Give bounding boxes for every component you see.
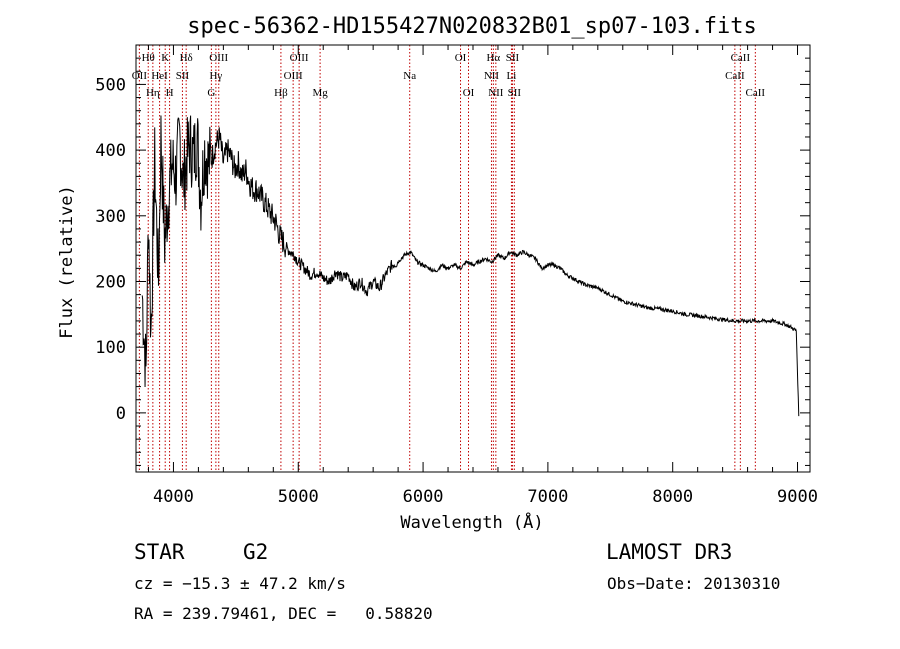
velocity-readout: cz = −15.3 ± 47.2 km/s — [134, 574, 346, 593]
coordinates-readout: RA = 239.79461, DEC = 0.58820 — [134, 604, 433, 623]
line-label: Hθ — [142, 52, 155, 64]
y-tick-label: 100 — [95, 338, 126, 358]
x-tick-label: 4000 — [153, 487, 194, 507]
x-tick-label: 8000 — [652, 487, 693, 507]
line-label: SII — [176, 70, 190, 82]
line-label: OII — [132, 70, 148, 82]
line-label: CaII — [746, 87, 766, 99]
line-label: OIII — [209, 52, 228, 64]
plot-frame — [135, 44, 811, 473]
line-label: Mg — [312, 87, 328, 99]
x-tick-label: 7000 — [527, 487, 568, 507]
line-label: OI — [463, 87, 475, 99]
line-label: Hγ — [209, 70, 222, 82]
line-label: SII — [508, 87, 522, 99]
y-tick-label: 0 — [116, 404, 126, 424]
spectrum-line — [141, 115, 800, 417]
x-tick-label: 6000 — [403, 487, 444, 507]
x-axis-label: Wavelength (Å) — [400, 511, 543, 533]
line-label: NII — [488, 87, 504, 99]
x-tick-label: 5000 — [278, 487, 319, 507]
spectral-line-labels: OIIHθHηHeIKHSIIHδGHγOIIIHβOIIIOIIIMgNaOI… — [132, 52, 766, 99]
line-label: Li — [507, 70, 517, 82]
line-label: Hα — [486, 52, 500, 64]
line-label: G — [207, 87, 215, 99]
x-axis: 4000 5000 6000 7000 8000 9000 — [147, 45, 818, 507]
y-tick-label: 200 — [95, 272, 126, 292]
line-label: OI — [455, 52, 467, 64]
line-label: CaII — [731, 52, 751, 64]
line-label: H — [166, 87, 174, 99]
line-label: Hδ — [180, 52, 193, 64]
chart-title: spec-56362-HD155427N020832B01_sp07-103.f… — [187, 14, 757, 39]
line-label: HeI — [151, 70, 168, 82]
line-label: Na — [403, 70, 416, 82]
spectral-line-markers — [138, 45, 756, 472]
line-label: Hβ — [274, 87, 288, 99]
line-label: K — [161, 52, 169, 64]
line-label: Hη — [146, 87, 160, 99]
observation-date: Obs−Date: 20130310 — [607, 574, 781, 593]
line-label: CaII — [725, 70, 745, 82]
line-label: SII — [506, 52, 520, 64]
x-tick-label: 9000 — [777, 487, 818, 507]
y-tick-label: 400 — [95, 141, 126, 161]
y-tick-label: 300 — [95, 207, 126, 227]
spectral-subclass: G2 — [243, 540, 269, 564]
survey-name: LAMOST DR3 — [606, 540, 733, 564]
y-axis-label: Flux (relative) — [57, 185, 77, 339]
y-axis: 0 100 200 300 400 500 — [95, 57, 810, 466]
line-label: OIII — [284, 70, 303, 82]
line-label: OIII — [290, 52, 309, 64]
line-label: NII — [484, 70, 500, 82]
y-tick-label: 500 — [95, 75, 126, 95]
object-type: STAR — [134, 540, 185, 564]
spectrum-series — [141, 115, 800, 417]
